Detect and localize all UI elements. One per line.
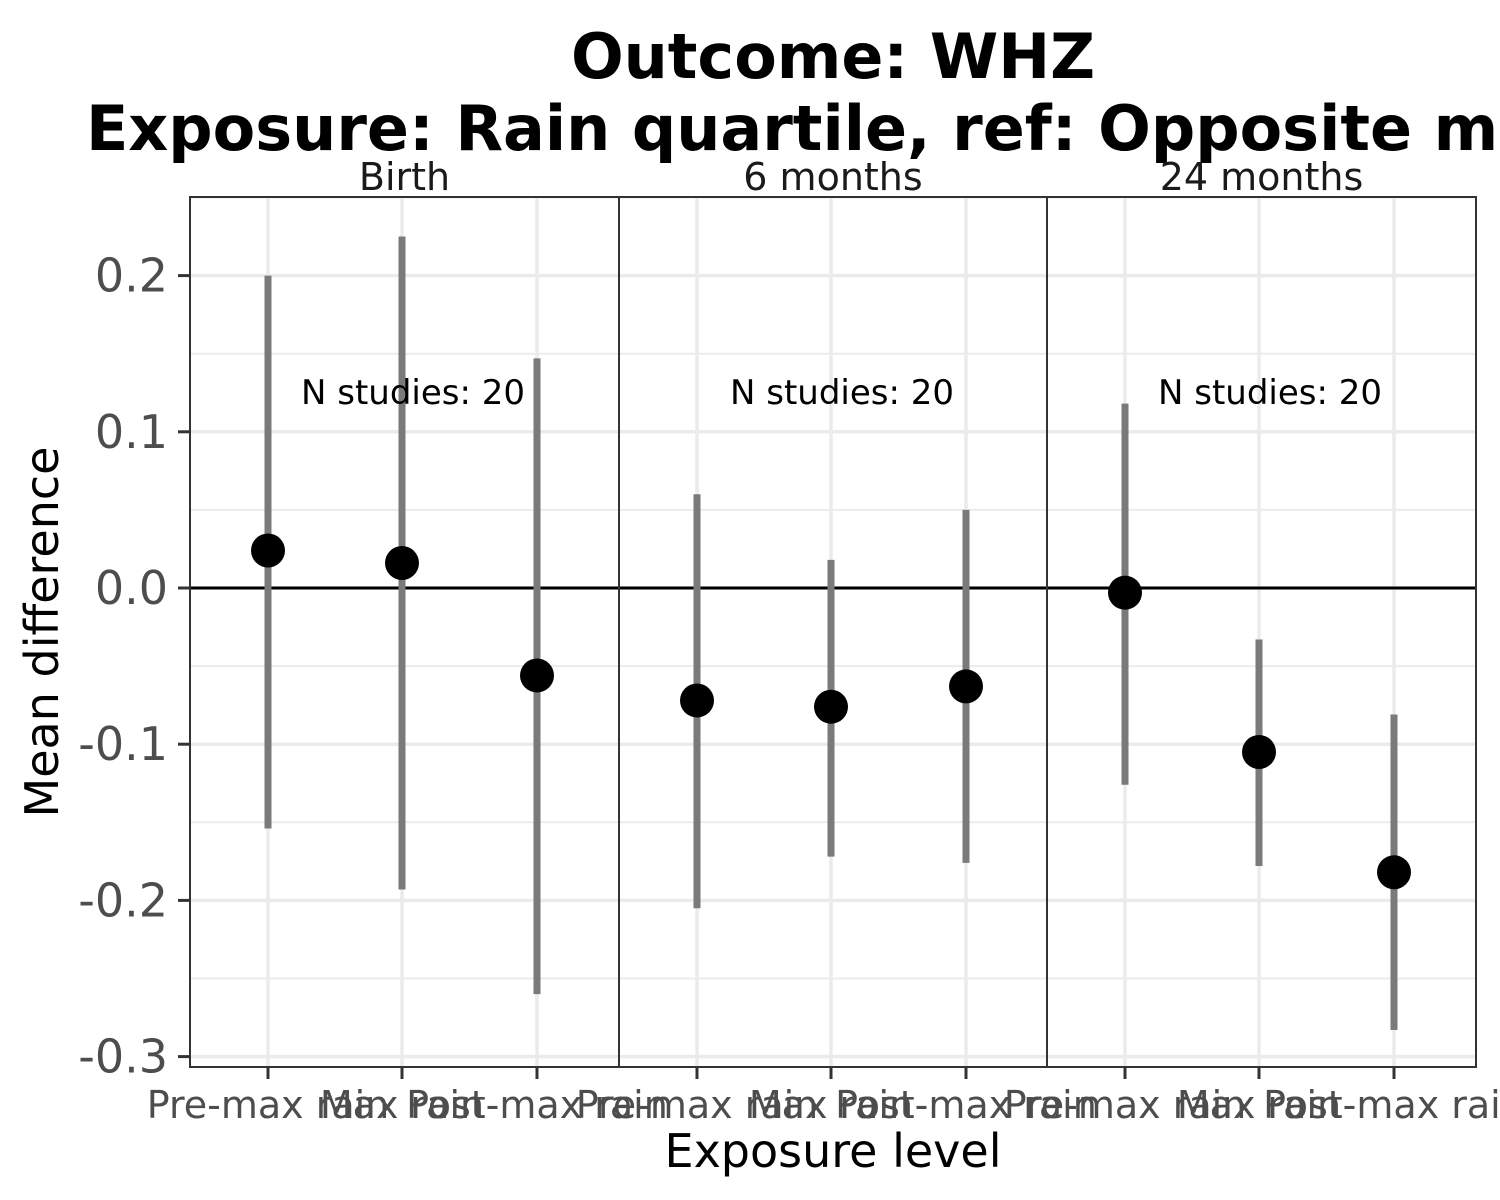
x-tick-label: Max rain bbox=[749, 1083, 913, 1127]
estimate-point bbox=[814, 689, 848, 724]
chart-title-line-1: Outcome: WHZ bbox=[571, 20, 1095, 93]
x-tick-label: Pre-max rain bbox=[147, 1083, 390, 1127]
n-studies-annotation: N studies: 20 bbox=[730, 373, 954, 413]
estimate-point bbox=[385, 546, 419, 581]
y-tick-label: 0.0 bbox=[95, 561, 168, 615]
x-tick-label: Post-max rain bbox=[835, 1083, 1097, 1127]
x-axis-title: Exposure level bbox=[665, 1124, 1002, 1178]
panel-strip-label: Birth bbox=[359, 155, 450, 199]
x-tick-label: Pre-max rain bbox=[1004, 1083, 1247, 1127]
estimate-point bbox=[520, 658, 554, 693]
n-studies-annotation: N studies: 20 bbox=[1158, 373, 1382, 413]
y-tick-label: -0.3 bbox=[78, 1030, 168, 1084]
panel-border bbox=[1046, 196, 1477, 1068]
y-axis-title: Mean difference bbox=[15, 447, 69, 818]
y-tick-label: 0.1 bbox=[95, 405, 168, 459]
x-tick-label: Max rain bbox=[320, 1083, 484, 1127]
estimate-point bbox=[251, 533, 285, 568]
estimate-point bbox=[1377, 855, 1411, 890]
chart-title-line-2: Exposure: Rain quartile, ref: Opposite m… bbox=[86, 92, 1500, 165]
panel-strip-label: 6 months bbox=[743, 155, 922, 199]
x-tick-label: Max rain bbox=[1177, 1083, 1341, 1127]
x-tick-label: Post-max rain bbox=[406, 1083, 668, 1127]
x-tick-label: Post-max rain bbox=[1263, 1083, 1500, 1127]
panel-strip-label: 24 months bbox=[1160, 155, 1364, 199]
x-tick-label: Pre-max rain bbox=[576, 1083, 819, 1127]
y-tick-label: -0.2 bbox=[78, 873, 168, 927]
y-tick-label: -0.1 bbox=[78, 717, 168, 771]
estimate-point bbox=[1242, 735, 1276, 770]
y-tick-label: 0.2 bbox=[95, 249, 168, 303]
estimate-point bbox=[1108, 575, 1142, 610]
n-studies-annotation: N studies: 20 bbox=[301, 373, 525, 413]
estimate-point bbox=[949, 669, 983, 704]
estimate-point bbox=[680, 683, 714, 718]
panel-background bbox=[1047, 197, 1476, 1067]
